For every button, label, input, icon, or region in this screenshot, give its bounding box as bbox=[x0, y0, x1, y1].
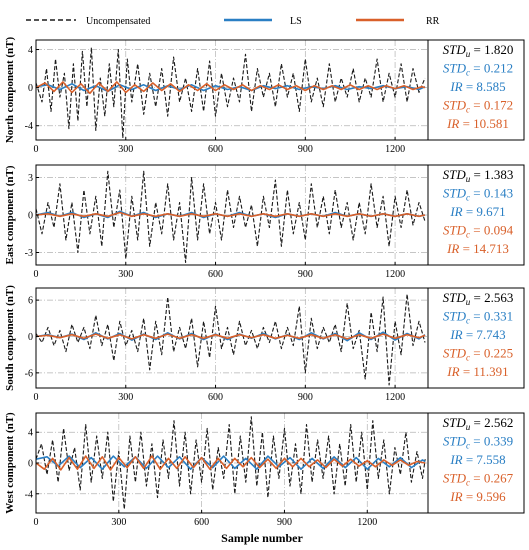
legend-rr-label: RR bbox=[426, 16, 440, 27]
y-axis-label: South component (nT) bbox=[4, 285, 16, 391]
x-tick-label: 0 bbox=[34, 144, 39, 155]
x-tick-label: 900 bbox=[277, 517, 292, 528]
y-axis-label: West component (nT) bbox=[4, 412, 16, 514]
stat-ir-rr: IR = 14.713 bbox=[446, 241, 509, 256]
stat-ir-ls: IR = 9.671 bbox=[449, 204, 505, 219]
legend-ls-label: LS bbox=[290, 16, 302, 27]
series-rr-line bbox=[36, 211, 426, 218]
plot-frame bbox=[35, 39, 525, 141]
x-tick-label: 900 bbox=[298, 392, 313, 403]
y-tick-label: 3 bbox=[28, 173, 33, 184]
y-tick-label: -3 bbox=[25, 248, 33, 259]
stat-ir-rr: IR = 9.596 bbox=[449, 489, 506, 504]
stat-std-rr: STDc = 0.172 bbox=[443, 98, 513, 115]
y-axis-label: North component (nT) bbox=[4, 37, 16, 144]
stat-std-uncompensated: STDu = 1.820 bbox=[443, 42, 514, 59]
stat-std-rr: STDc = 0.267 bbox=[443, 471, 514, 488]
plot-frame bbox=[35, 287, 525, 389]
x-tick-label: 1200 bbox=[385, 144, 405, 155]
y-tick-label: 6 bbox=[28, 296, 33, 307]
series-uncompensated-line bbox=[36, 293, 426, 386]
stat-std-rr: STDc = 0.094 bbox=[443, 223, 514, 240]
x-axis-label: Sample number bbox=[221, 531, 303, 545]
panel-north: 0 300 600 900 1200 -4 0 4 North component (nT) ST… bbox=[4, 37, 525, 155]
stat-ir-ls: IR = 8.585 bbox=[449, 79, 505, 94]
x-tick-label: 600 bbox=[194, 517, 209, 528]
stat-std-uncompensated: STDu = 2.562 bbox=[443, 415, 514, 432]
x-tick-label: 0 bbox=[34, 392, 39, 403]
stat-ir-ls: IR = 7.558 bbox=[449, 452, 505, 467]
y-axis-label: East component (nT) bbox=[4, 165, 16, 264]
stat-ir-rr: IR = 10.581 bbox=[446, 116, 509, 131]
x-tick-label: 600 bbox=[208, 144, 223, 155]
y-tick-label: 0 bbox=[28, 459, 33, 470]
series-rr-line bbox=[36, 455, 426, 471]
series-uncompensated-line bbox=[36, 47, 426, 139]
x-tick-label: 900 bbox=[298, 144, 313, 155]
x-tick-label: 300 bbox=[111, 517, 126, 528]
series-rr-line bbox=[36, 333, 426, 340]
y-tick-label: 0 bbox=[28, 332, 33, 343]
x-tick-label: 300 bbox=[118, 392, 133, 403]
legend-uncompensated-label: Uncompensated bbox=[86, 16, 150, 27]
x-tick-label: 1200 bbox=[385, 392, 405, 403]
stat-std-rr: STDc = 0.225 bbox=[443, 346, 513, 363]
y-tick-label: -6 bbox=[25, 368, 33, 379]
y-tick-label: 0 bbox=[28, 211, 33, 222]
y-tick-label: -4 bbox=[25, 489, 33, 500]
y-tick-label: 0 bbox=[28, 83, 33, 94]
panel-west: 0 300 600 900 1200 -4 0 4 West component (nT) STD… bbox=[4, 412, 525, 528]
x-tick-label: 1200 bbox=[385, 269, 405, 280]
stat-std-ls: STDc = 0.212 bbox=[443, 61, 513, 78]
stat-std-uncompensated: STDu = 2.563 bbox=[443, 290, 514, 307]
x-tick-label: 900 bbox=[298, 269, 313, 280]
series-uncompensated-line bbox=[36, 416, 426, 510]
x-tick-label: 300 bbox=[118, 269, 133, 280]
stat-ir-ls: IR = 7.743 bbox=[449, 327, 505, 342]
y-tick-label: 4 bbox=[28, 428, 33, 439]
x-tick-label: 0 bbox=[34, 269, 39, 280]
panel-south: 0 300 600 900 1200 -6 0 6 South component (nT) ST… bbox=[4, 285, 525, 403]
x-tick-label: 300 bbox=[118, 144, 133, 155]
y-tick-label: -4 bbox=[25, 121, 33, 132]
stat-std-uncompensated: STDu = 1.383 bbox=[443, 167, 514, 184]
x-tick-label: 600 bbox=[208, 392, 223, 403]
x-tick-label: 1200 bbox=[357, 517, 377, 528]
x-tick-label: 0 bbox=[34, 517, 39, 528]
series-rr-line bbox=[36, 81, 426, 95]
y-tick-label: 4 bbox=[28, 45, 33, 56]
stat-ir-rr: IR = 11.391 bbox=[446, 364, 508, 379]
series-uncompensated-line bbox=[36, 170, 426, 264]
series-ls-line bbox=[36, 455, 426, 470]
stat-std-ls: STDc = 0.331 bbox=[443, 309, 513, 326]
x-tick-label: 600 bbox=[208, 269, 223, 280]
stat-std-ls: STDc = 0.339 bbox=[443, 434, 513, 451]
stat-std-ls: STDc = 0.143 bbox=[443, 186, 513, 203]
legend: Uncompensated LS RR bbox=[26, 16, 440, 27]
